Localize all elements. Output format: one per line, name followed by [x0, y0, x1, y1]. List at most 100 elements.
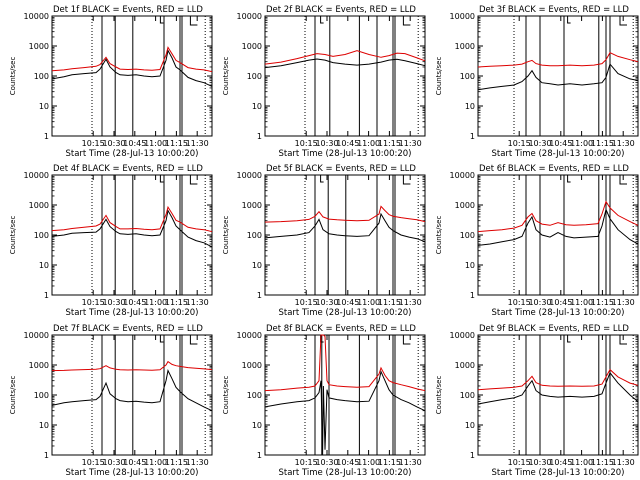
time-marker: [159, 175, 164, 183]
x-tick-label: 11:30: [186, 139, 209, 148]
y-tick-label: 10000: [237, 12, 262, 21]
y-axis-label: Counts/sec: [9, 57, 17, 96]
x-tick-label: 10:45: [336, 458, 359, 467]
y-tick-label: 1: [470, 291, 475, 300]
x-tick-label: 11:00: [357, 139, 380, 148]
x-axis-label: Start Time (28-Jul-13 10:00:20): [492, 468, 625, 478]
x-tick-label: 11:00: [144, 458, 167, 467]
x-tick-label: 11:00: [144, 298, 167, 307]
y-axis-label: Counts/sec: [435, 216, 443, 255]
y-tick-label: 1: [257, 451, 262, 460]
time-marker: [189, 16, 198, 26]
x-tick-label: 11:30: [399, 298, 422, 307]
events-series-line: [51, 49, 213, 87]
x-axis-label: Start Time (28-Jul-13 10:00:20): [66, 308, 199, 318]
y-tick-label: 100: [247, 72, 262, 81]
x-axis-label: Start Time (28-Jul-13 10:00:20): [66, 468, 199, 478]
y-axis-label: Counts/sec: [9, 216, 17, 255]
lld-series-line: [477, 52, 639, 68]
y-tick-label: 1: [257, 291, 262, 300]
y-axis-label: Counts/sec: [435, 376, 443, 415]
chart-title: Det 9f BLACK = Events, RED = LLD: [479, 324, 629, 334]
y-tick-label: 1: [44, 291, 49, 300]
chart-panel-6: Det 6f BLACK = Events, RED = LLD 1 10 100 10…: [435, 164, 639, 318]
chart-panel-5: Det 5f BLACK = Events, RED = LLD 1 10 100 10…: [222, 164, 426, 318]
x-tick-label: 10:45: [336, 139, 359, 148]
chart-title: Det 7f BLACK = Events, RED = LLD: [53, 324, 203, 334]
chart-panel-4: Det 4f BLACK = Events, RED = LLD 1 10 100 10…: [9, 164, 213, 318]
x-tick-label: 11:15: [591, 298, 614, 307]
y-tick-label: 1: [470, 132, 475, 141]
x-tick-label: 10:15: [295, 139, 318, 148]
x-tick-label: 10:15: [508, 458, 531, 467]
events-series-line: [477, 371, 639, 405]
x-tick-label: 10:30: [528, 139, 551, 148]
x-tick-label: 11:15: [378, 139, 401, 148]
y-tick-label: 10: [252, 102, 262, 111]
x-tick-label: 11:15: [165, 298, 188, 307]
plot-frame: [51, 334, 213, 456]
x-tick-label: 11:00: [570, 139, 593, 148]
y-tick-label: 1000: [29, 361, 49, 370]
y-tick-label: 10: [39, 261, 49, 270]
time-marker: [189, 175, 198, 185]
y-tick-label: 10000: [24, 331, 49, 340]
y-tick-label: 1000: [455, 201, 475, 210]
plot-frame: [264, 15, 426, 137]
y-tick-label: 100: [460, 72, 475, 81]
chart-title: Det 3f BLACK = Events, RED = LLD: [479, 5, 629, 15]
y-axis-label: Counts/sec: [222, 216, 230, 255]
x-tick-label: 10:30: [528, 298, 551, 307]
y-tick-label: 10: [39, 102, 49, 111]
events-series-line: [477, 208, 639, 246]
x-tick-label: 11:00: [570, 298, 593, 307]
x-tick-label: 11:00: [357, 298, 380, 307]
x-tick-label: 10:30: [102, 458, 125, 467]
y-tick-label: 10000: [237, 171, 262, 180]
x-tick-label: 10:15: [295, 298, 318, 307]
y-axis-label: Counts/sec: [435, 57, 443, 96]
events-series-line: [477, 63, 639, 91]
time-marker: [402, 16, 411, 26]
chart-panel-1: Det 1f BLACK = Events, RED = LLD 1 10 100 10…: [9, 5, 213, 159]
y-tick-label: 1: [257, 132, 262, 141]
time-marker: [567, 16, 571, 24]
chart-title: Det 5f BLACK = Events, RED = LLD: [266, 164, 416, 174]
time-marker: [159, 16, 164, 24]
y-tick-label: 1000: [455, 42, 475, 51]
y-tick-label: 100: [247, 391, 262, 400]
y-tick-label: 10: [252, 421, 262, 430]
events-series-line: [264, 212, 426, 243]
y-tick-label: 10000: [24, 12, 49, 21]
plot-frame: [264, 334, 426, 456]
x-tick-label: 11:00: [357, 458, 380, 467]
x-tick-label: 11:30: [612, 458, 635, 467]
x-axis-label: Start Time (28-Jul-13 10:00:20): [279, 308, 412, 318]
y-tick-label: 10: [465, 261, 475, 270]
x-tick-label: 11:30: [399, 458, 422, 467]
x-tick-label: 10:45: [549, 139, 572, 148]
y-tick-label: 10: [465, 421, 475, 430]
x-tick-label: 10:45: [336, 298, 359, 307]
time-marker: [320, 16, 324, 24]
y-tick-label: 1000: [29, 42, 49, 51]
chart-panel-9: Det 9f BLACK = Events, RED = LLD 1 10 100 10…: [435, 324, 639, 478]
chart-panel-3: Det 3f BLACK = Events, RED = LLD 1 10 100 10…: [435, 5, 639, 159]
x-tick-label: 11:30: [399, 139, 422, 148]
plot-frame: [477, 15, 639, 137]
time-marker: [402, 175, 411, 185]
time-marker: [619, 175, 627, 185]
events-series-line: [264, 58, 426, 69]
y-tick-label: 10000: [24, 171, 49, 180]
lld-series-line: [51, 205, 213, 233]
y-tick-label: 10: [465, 102, 475, 111]
lld-series-line: [264, 205, 426, 223]
x-tick-label: 11:30: [186, 458, 209, 467]
y-tick-label: 100: [247, 231, 262, 240]
time-marker: [567, 335, 571, 343]
time-marker: [159, 335, 164, 343]
y-axis-label: Counts/sec: [222, 376, 230, 415]
time-marker: [619, 335, 627, 345]
plot-frame: [51, 174, 213, 296]
x-tick-label: 11:30: [186, 298, 209, 307]
